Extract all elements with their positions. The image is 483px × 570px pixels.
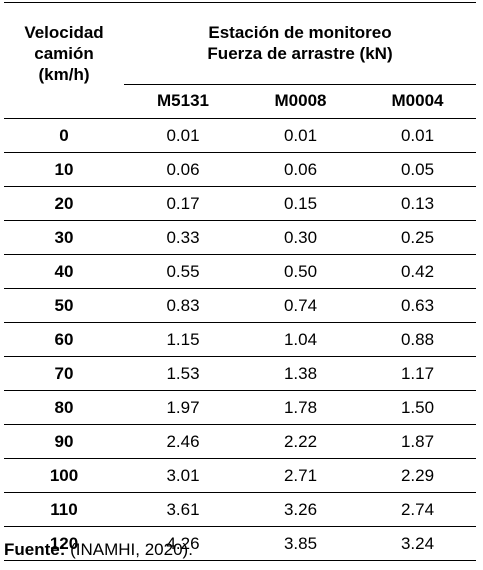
header-row-stations: M5131 M0008 M0004 xyxy=(4,84,477,120)
force-value-cell: 1.38 xyxy=(242,356,359,391)
force-value-cell: 2.74 xyxy=(359,492,477,527)
table-row: 100 3.01 2.71 2.29 xyxy=(4,458,477,493)
force-value-cell: 1.17 xyxy=(359,356,477,391)
force-value-cell: 1.04 xyxy=(242,322,359,357)
force-value-cell: 0.01 xyxy=(242,118,359,153)
force-value-cell: 1.53 xyxy=(124,356,242,391)
speed-header-line: (km/h) xyxy=(38,65,90,84)
force-value-cell: 0.63 xyxy=(359,288,477,323)
force-value-cell: 1.50 xyxy=(359,390,477,425)
station-header: M5131 xyxy=(124,84,242,120)
force-value-cell: 0.30 xyxy=(242,220,359,255)
force-value-cell: 0.33 xyxy=(124,220,242,255)
force-value-cell: 1.78 xyxy=(242,390,359,425)
table-row: 90 2.46 2.22 1.87 xyxy=(4,424,477,459)
force-value-cell: 3.26 xyxy=(242,492,359,527)
speed-cell: 20 xyxy=(4,186,124,221)
speed-cell: 50 xyxy=(4,288,124,323)
table-row: 80 1.97 1.78 1.50 xyxy=(4,390,477,425)
table-row: 30 0.33 0.30 0.25 xyxy=(4,220,477,255)
group-header-line: Fuerza de arrastre (kN) xyxy=(207,44,393,64)
force-value-cell: 4.26 xyxy=(124,526,242,561)
force-value-cell: 0.55 xyxy=(124,254,242,289)
source-note: Fuente: (INAMHI, 2020). xyxy=(4,540,193,560)
speed-cell: 110 xyxy=(4,492,124,527)
force-value-cell: 1.15 xyxy=(124,322,242,357)
force-value-cell: 0.06 xyxy=(242,152,359,187)
group-header-line: Estación de monitoreo xyxy=(208,23,392,43)
force-value-cell: 0.13 xyxy=(359,186,477,221)
speed-cell: 0 xyxy=(4,118,124,153)
force-value-cell: 3.85 xyxy=(242,526,359,561)
force-value-cell: 0.50 xyxy=(242,254,359,289)
table-row: 20 0.17 0.15 0.13 xyxy=(4,186,477,221)
speed-header-line: camión xyxy=(34,44,94,63)
speed-cell: 10 xyxy=(4,152,124,187)
table-row: 110 3.61 3.26 2.74 xyxy=(4,492,477,527)
station-header: M0008 xyxy=(242,84,359,120)
force-value-cell: 0.01 xyxy=(124,118,242,153)
force-value-cell: 0.15 xyxy=(242,186,359,221)
force-value-cell: 3.61 xyxy=(124,492,242,527)
table-row: 50 0.83 0.74 0.63 xyxy=(4,288,477,323)
force-value-cell: 0.17 xyxy=(124,186,242,221)
force-value-cell: 0.74 xyxy=(242,288,359,323)
header-row-top: Velocidad camión (km/h) Estación de moni… xyxy=(4,2,477,119)
force-value-cell: 3.01 xyxy=(124,458,242,493)
speed-cell: 120 xyxy=(4,526,124,561)
force-value-cell: 0.01 xyxy=(359,118,477,153)
speed-cell: 100 xyxy=(4,458,124,493)
force-value-cell: 2.22 xyxy=(242,424,359,459)
speed-header-line: Velocidad xyxy=(24,23,104,42)
force-value-cell: 2.46 xyxy=(124,424,242,459)
speed-cell: 40 xyxy=(4,254,124,289)
source-label: Fuente: xyxy=(4,540,66,559)
force-value-cell: 2.29 xyxy=(359,458,477,493)
speed-cell: 90 xyxy=(4,424,124,459)
table-row: 60 1.15 1.04 0.88 xyxy=(4,322,477,357)
table-row: 120 4.26 3.85 3.24 xyxy=(4,526,477,561)
speed-cell: 60 xyxy=(4,322,124,357)
speed-cell: 30 xyxy=(4,220,124,255)
table-row: 0 0.01 0.01 0.01 xyxy=(4,118,477,153)
force-value-cell: 0.83 xyxy=(124,288,242,323)
station-header: M0004 xyxy=(359,84,477,120)
table-row: 40 0.55 0.50 0.42 xyxy=(4,254,477,289)
table-body: 0 0.01 0.01 0.01 10 0.06 0.06 0.05 20 0.17 0.15 0.1… xyxy=(4,118,477,561)
table-row: 70 1.53 1.38 1.17 xyxy=(4,356,477,391)
force-value-cell: 1.97 xyxy=(124,390,242,425)
speed-cell: 70 xyxy=(4,356,124,391)
force-value-cell: 3.24 xyxy=(359,526,477,561)
force-value-cell: 0.25 xyxy=(359,220,477,255)
station-group-header: Estación de monitoreo Fuerza de arrastre… xyxy=(124,2,477,85)
force-value-cell: 0.05 xyxy=(359,152,477,187)
data-table-container: Velocidad camión (km/h) Estación de moni… xyxy=(4,2,477,561)
force-value-cell: 0.06 xyxy=(124,152,242,187)
speed-cell: 80 xyxy=(4,390,124,425)
force-value-cell: 2.71 xyxy=(242,458,359,493)
drag-force-table: Velocidad camión (km/h) Estación de moni… xyxy=(4,2,477,561)
force-value-cell: 0.42 xyxy=(359,254,477,289)
source-text: (INAMHI, 2020). xyxy=(65,540,193,559)
speed-column-header: Velocidad camión (km/h) xyxy=(4,2,124,119)
force-value-cell: 1.87 xyxy=(359,424,477,459)
table-row: 10 0.06 0.06 0.05 xyxy=(4,152,477,187)
force-value-cell: 0.88 xyxy=(359,322,477,357)
